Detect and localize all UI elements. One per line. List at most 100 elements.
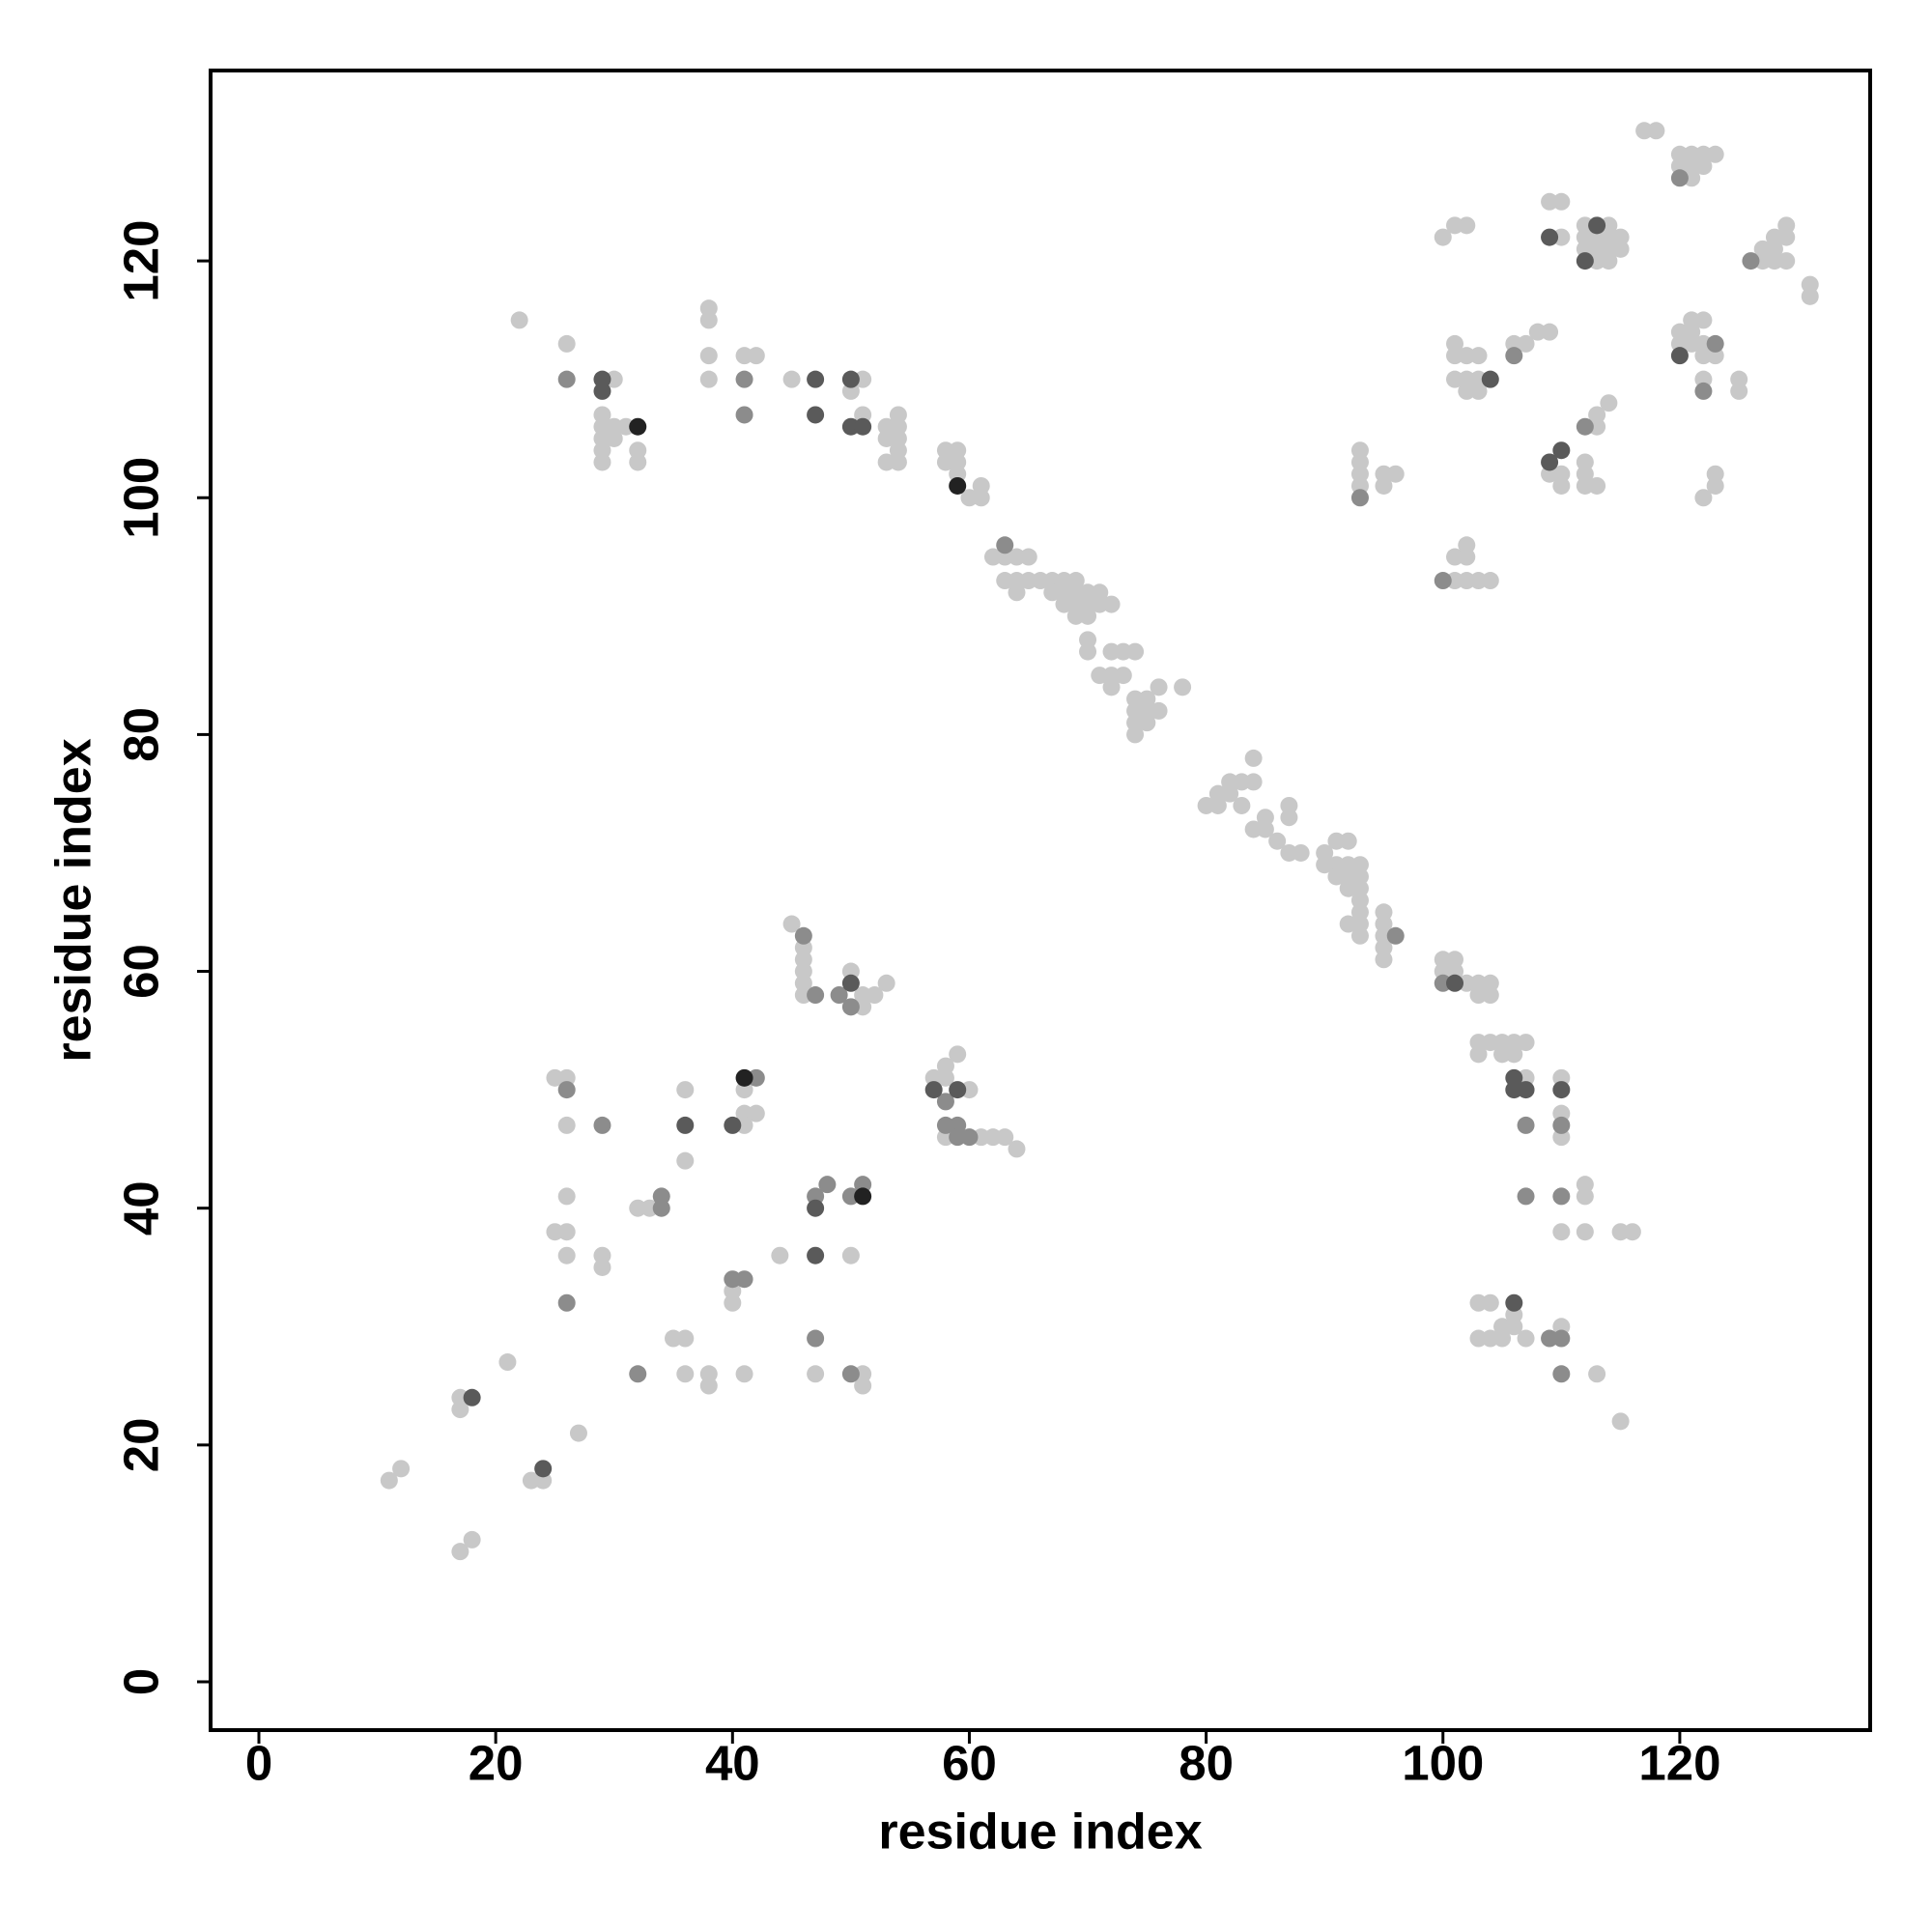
point (1517, 1116, 1535, 1134)
point (1233, 796, 1251, 814)
point (735, 1365, 753, 1383)
y-axis-title: residue index (46, 738, 102, 1062)
point (1576, 1223, 1594, 1241)
point (924, 1081, 943, 1099)
point (1541, 228, 1559, 246)
point (392, 1460, 411, 1478)
point (1670, 169, 1689, 187)
point (782, 915, 801, 933)
point (1375, 951, 1393, 969)
point (593, 453, 611, 471)
point (699, 1377, 718, 1395)
point (1517, 1034, 1535, 1052)
point (889, 453, 907, 471)
point (1706, 476, 1724, 495)
point (866, 986, 884, 1005)
point (1647, 122, 1665, 140)
point (676, 1329, 695, 1348)
point (1244, 820, 1263, 838)
plot-area (380, 122, 1819, 1561)
point (605, 429, 623, 447)
point (1552, 1187, 1571, 1206)
point (877, 974, 895, 992)
point (1126, 642, 1145, 661)
point (960, 1128, 979, 1147)
point (1126, 725, 1145, 744)
point (1386, 926, 1405, 945)
point (1434, 572, 1452, 590)
point (1600, 252, 1618, 270)
point (841, 1246, 860, 1264)
point (735, 406, 753, 424)
point (1150, 701, 1168, 720)
point (996, 1128, 1014, 1147)
point (771, 1246, 789, 1264)
point (1670, 347, 1689, 365)
point (841, 974, 860, 992)
point (1386, 465, 1405, 483)
point (1576, 252, 1594, 270)
point (676, 1365, 695, 1383)
point (1481, 370, 1499, 388)
point (949, 1045, 967, 1064)
point (1517, 1081, 1535, 1099)
y-tick-label: 0 (113, 1668, 168, 1695)
point (1694, 382, 1713, 400)
point (1552, 1365, 1571, 1383)
point (1552, 441, 1571, 460)
point (949, 1081, 967, 1099)
y-tick-label: 120 (113, 220, 168, 302)
point (534, 1460, 553, 1478)
point (807, 406, 825, 424)
point (1541, 323, 1559, 341)
point (1505, 1045, 1523, 1064)
point (807, 370, 825, 388)
point (1552, 1081, 1571, 1099)
point (629, 1365, 647, 1383)
point (1552, 192, 1571, 211)
point (1481, 1293, 1499, 1312)
point (593, 1258, 611, 1276)
point (1517, 1187, 1535, 1206)
point (1576, 1176, 1594, 1194)
x-tick-label: 100 (1402, 1735, 1484, 1790)
point (652, 1199, 670, 1217)
point (936, 1057, 954, 1075)
point (854, 1187, 872, 1206)
y-tick-label: 40 (113, 1180, 168, 1236)
point (841, 998, 860, 1016)
point (1114, 667, 1132, 685)
point (1517, 1329, 1535, 1348)
point (1079, 607, 1097, 625)
point (1576, 417, 1594, 436)
point (557, 370, 576, 388)
x-tick-label: 40 (705, 1735, 760, 1790)
point (1765, 228, 1783, 246)
y-tick-label: 80 (113, 707, 168, 762)
point (557, 1116, 576, 1134)
x-tick-label: 80 (1179, 1735, 1234, 1790)
point (854, 1377, 872, 1395)
point (1150, 678, 1168, 696)
point (830, 986, 848, 1005)
point (699, 370, 718, 388)
point (1588, 1365, 1606, 1383)
point (1102, 678, 1121, 696)
point (1552, 1116, 1571, 1134)
point (676, 1081, 695, 1099)
x-tick-label: 20 (469, 1735, 524, 1790)
y-tick-label: 20 (113, 1417, 168, 1472)
point (557, 1246, 576, 1264)
point (724, 1116, 742, 1134)
point (629, 453, 647, 471)
point (1469, 1045, 1488, 1064)
point (1102, 595, 1121, 613)
point (1244, 773, 1263, 791)
point (593, 382, 611, 400)
point (996, 536, 1014, 554)
point (1019, 548, 1037, 566)
point (676, 1151, 695, 1170)
point (724, 1293, 742, 1312)
point (841, 1365, 860, 1383)
